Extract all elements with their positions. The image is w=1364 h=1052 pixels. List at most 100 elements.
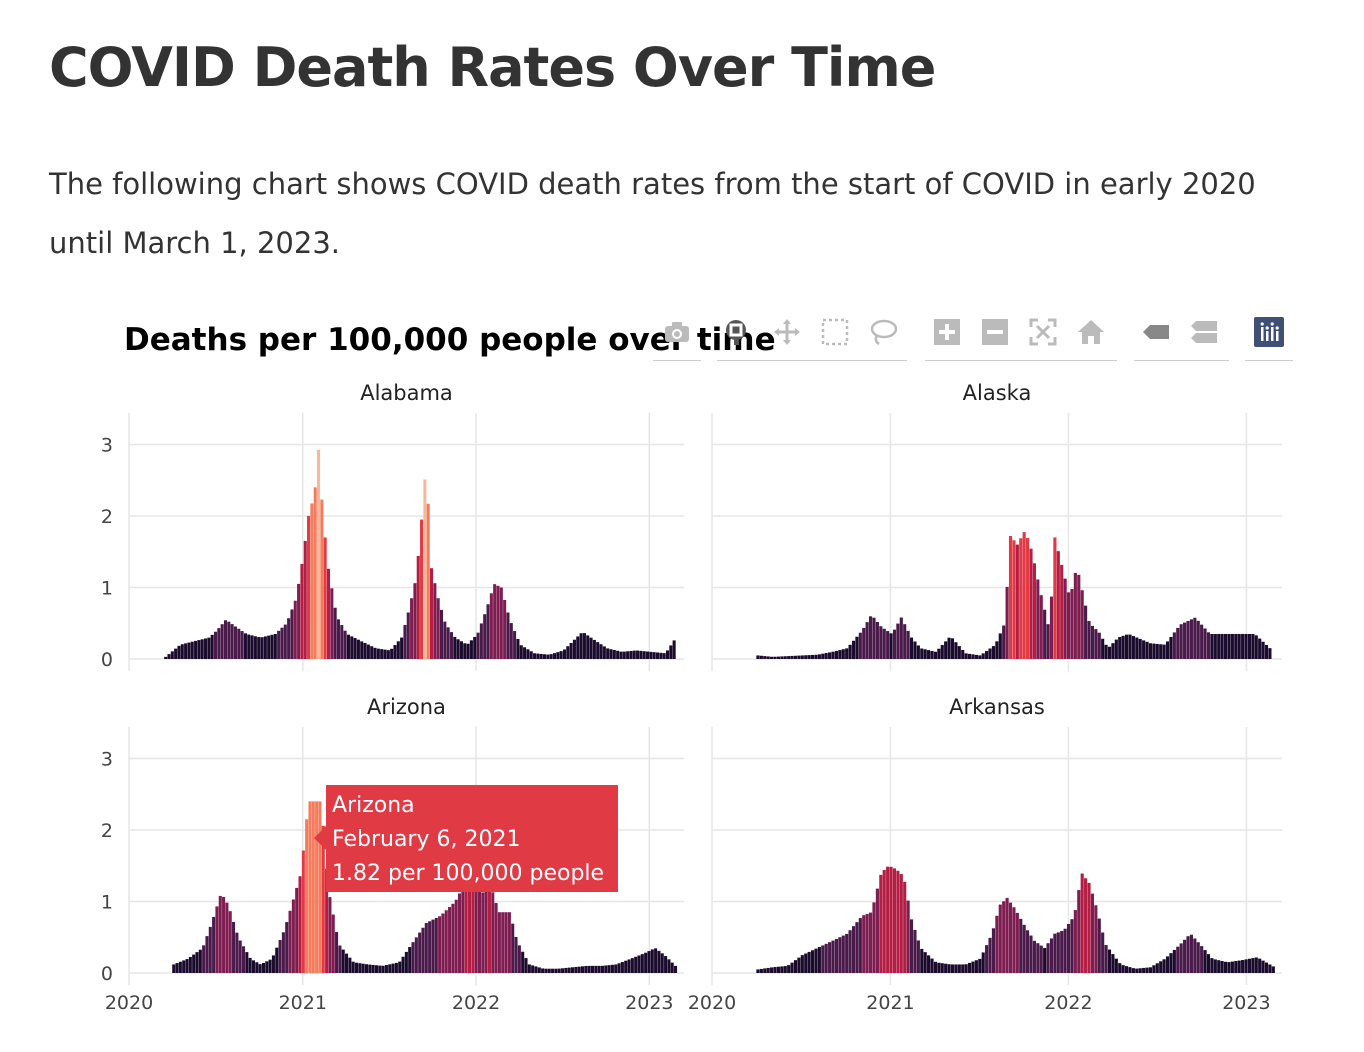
x-tick-label: 2023 [625, 992, 673, 1014]
bar-arizona [564, 967, 568, 973]
bar-alaska [841, 649, 845, 659]
bar-arizona [458, 893, 462, 973]
bar-alaska [810, 654, 815, 659]
bar-alaska [1241, 633, 1245, 659]
bar-arizona [640, 954, 644, 973]
zoom-icon[interactable] [721, 316, 753, 348]
bar-arkansas [916, 940, 920, 973]
bar-alaska [1223, 633, 1228, 659]
bar-alaska [1234, 633, 1238, 659]
bar-alabama [672, 640, 676, 659]
bar-alaska [1124, 634, 1129, 659]
bar-arkansas [927, 955, 931, 973]
bar-arizona [205, 936, 209, 973]
x-tick-label: 2020 [688, 992, 736, 1014]
modebar-group-hover [1134, 312, 1229, 361]
plotly-logo-icon[interactable] [1253, 316, 1285, 348]
bar-arizona [298, 876, 302, 973]
bar-arkansas [974, 960, 978, 973]
bar-alabama [350, 636, 354, 659]
bar-arizona [268, 959, 272, 973]
bar-alabama [562, 649, 566, 659]
bar-alaska [1084, 605, 1088, 659]
bar-arizona [305, 819, 309, 973]
bar-arizona [291, 899, 295, 973]
bar-arizona [278, 939, 282, 973]
bar-alaska [964, 653, 968, 659]
bar-arizona [461, 887, 465, 973]
bar-arkansas [780, 966, 784, 973]
bar-arkansas [1073, 910, 1077, 973]
bar-arizona [571, 967, 575, 973]
bar-alabama [287, 618, 291, 659]
bar-arizona [341, 949, 345, 973]
bar-arkansas [862, 915, 866, 973]
bar-arkansas [875, 888, 879, 973]
bar-arizona [534, 966, 538, 973]
bar-alaska [1046, 624, 1050, 659]
bar-arkansas [1111, 954, 1115, 973]
bar-alaska [944, 641, 948, 659]
bar-alaska [879, 626, 883, 659]
bar-arizona [484, 885, 488, 973]
bar-alabama [293, 600, 297, 659]
bar-arizona [398, 961, 402, 973]
pan-icon[interactable] [771, 316, 803, 348]
bar-alabama [170, 651, 174, 659]
y-tick-label: 2 [101, 820, 113, 842]
bar-alaska [756, 655, 760, 659]
box-select-icon[interactable] [819, 316, 851, 348]
bar-alaska [1148, 643, 1153, 659]
camera-icon[interactable] [661, 316, 693, 348]
bar-alabama [380, 649, 384, 659]
bar-arkansas [770, 967, 774, 973]
bar-arizona [188, 956, 192, 973]
bar-arizona [421, 927, 425, 973]
bar-alaska [848, 644, 852, 659]
bar-arkansas [1230, 961, 1234, 973]
bar-alabama [210, 634, 214, 659]
bar-arizona [654, 948, 658, 973]
bar-arkansas [824, 943, 828, 973]
bar-arkansas [899, 874, 903, 973]
bar-arkansas [1135, 968, 1139, 973]
lasso-select-icon[interactable] [867, 316, 899, 348]
bar-arkansas [1118, 963, 1122, 973]
bar-arkansas [834, 938, 839, 973]
bar-alaska [807, 655, 811, 659]
bar-arkansas [1101, 932, 1105, 973]
autoscale-icon[interactable] [1027, 316, 1059, 348]
bar-alaska [940, 645, 944, 659]
bar-arkansas [1070, 919, 1074, 973]
bar-arkansas [1217, 960, 1221, 973]
bar-arizona [185, 959, 189, 973]
bar-arizona [328, 897, 332, 973]
bar-alabama [313, 487, 317, 659]
bar-alabama [366, 644, 370, 659]
bar-alabama [333, 607, 337, 659]
reset-axes-icon[interactable] [1075, 316, 1107, 348]
bar-alaska [1114, 639, 1118, 659]
zoom-in-icon[interactable] [931, 316, 963, 348]
bar-alabama [503, 600, 507, 659]
bar-arizona [561, 968, 565, 973]
bar-alaska [1251, 633, 1255, 659]
bar-alaska [1196, 620, 1200, 659]
bar-alaska [1261, 641, 1265, 659]
bar-alabama [449, 632, 453, 659]
bar-alabama [253, 636, 257, 659]
bar-alabama [277, 630, 281, 659]
hover-compare-icon[interactable] [1188, 316, 1220, 348]
bar-alabama [420, 519, 424, 659]
bar-alaska [1104, 644, 1108, 659]
bar-alaska [817, 654, 821, 659]
bar-arizona [511, 923, 515, 973]
bar-alaska [988, 648, 992, 659]
hover-closest-icon[interactable] [1140, 316, 1172, 348]
bar-alaska [1213, 633, 1217, 659]
zoom-out-icon[interactable] [979, 316, 1011, 348]
bar-alabama [263, 636, 267, 659]
bar-arkansas [1121, 965, 1125, 973]
faceted-bar-chart[interactable]: 0 1 2 3 Alabama Alaska 0 1 2 3 2020 2021 2022 2023 Ari… [0, 370, 1364, 1030]
bar-alaska [814, 654, 818, 659]
